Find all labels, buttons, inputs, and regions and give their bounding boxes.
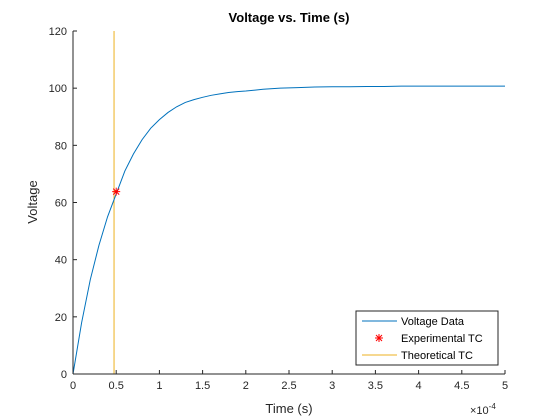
y-tick-label: 80 (55, 140, 67, 152)
legend-experimental-marker (375, 334, 383, 342)
axes: 0 0.5 1 1.5 2 2.5 3 3.5 4 4.5 5 0 20 40 60 80 100 120 (49, 26, 508, 392)
x-axis-label: Time (s) (265, 401, 312, 416)
x-tick-label: 3.5 (368, 380, 383, 392)
x-tick-label: 4.5 (454, 380, 469, 392)
x-tick-label: 0.5 (109, 380, 124, 392)
legend-theoretical-label: Theoretical TC (401, 350, 473, 362)
y-tick-label: 40 (55, 255, 67, 267)
x-tick-label: 5 (502, 380, 508, 392)
voltage-data-line (72, 85, 505, 375)
legend-experimental-star-stroke-3 (375, 334, 383, 342)
experimental-tc-marker-stroke-3 (112, 188, 120, 195)
y-tick-label: 120 (49, 26, 67, 38)
plot-marks (72, 31, 505, 375)
x-axis-multiplier-base: ×10 (470, 405, 489, 417)
x-tick-label: 4 (416, 380, 422, 392)
legend-experimental-label: Experimental TC (401, 333, 483, 345)
legend: Voltage Data Experimental TC Theoretical… (355, 310, 499, 366)
x-tick-label: 0 (70, 380, 76, 392)
y-tick-label: 100 (49, 83, 67, 95)
experimental-tc-marker (112, 187, 121, 196)
x-tick-label: 1 (156, 380, 162, 392)
x-tick-label: 2.5 (281, 380, 296, 392)
chart-title: Voltage vs. Time (s) (229, 10, 350, 25)
legend-experimental-star (375, 334, 383, 342)
x-tick-label: 3 (329, 380, 335, 392)
x-axis-multiplier: ×10-4 (470, 402, 496, 417)
y-tick-label: 0 (61, 369, 67, 381)
x-tick-label: 2 (243, 380, 249, 392)
x-tick-label: 1.5 (195, 380, 210, 392)
y-tick-label: 20 (55, 312, 67, 324)
y-tick-label: 60 (55, 198, 67, 210)
legend-voltage-label: Voltage Data (401, 316, 465, 328)
x-axis-multiplier-exponent: -4 (489, 402, 497, 411)
y-axis-label: Voltage (25, 180, 40, 223)
